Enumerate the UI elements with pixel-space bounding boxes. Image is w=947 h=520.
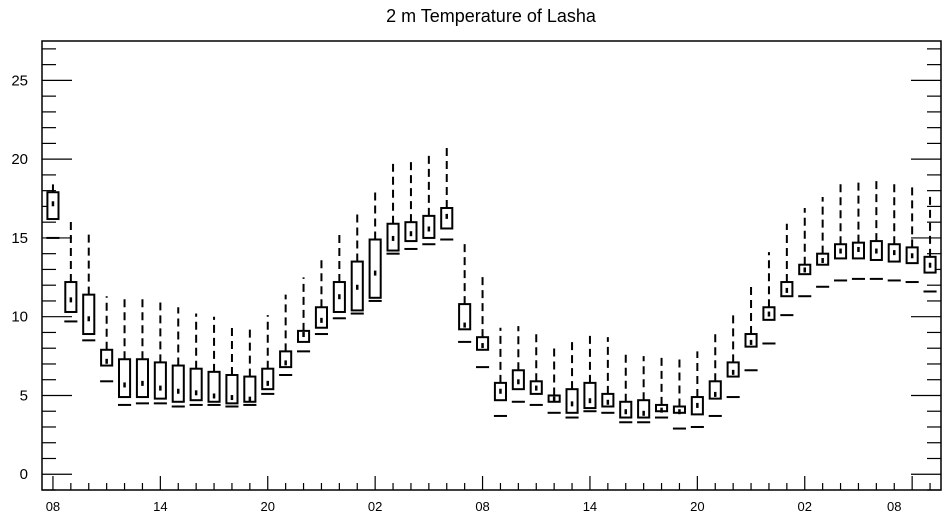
box-item [422,151,436,246]
box-item [189,313,203,406]
box-item [153,302,167,405]
box-rect [637,399,651,419]
y-tick-label: 15 [11,230,28,247]
box-item [869,179,883,280]
box-item [261,315,275,395]
box-rect [64,281,78,313]
box-item [887,181,901,282]
box-item [529,329,543,406]
box-item [744,282,758,372]
box-item [690,351,704,428]
box-rect [708,380,722,400]
plot-frame [41,40,942,491]
box-item [440,143,454,241]
box-item [386,163,400,255]
box-item [923,192,937,293]
box-item [332,231,346,320]
x-tick-label: 08 [887,499,901,514]
box-item [118,296,132,406]
box-rect [368,238,382,299]
box-rect [279,350,293,369]
box-rect [458,303,472,331]
box-series [46,143,937,430]
box-item [225,323,239,408]
box-item [672,354,686,430]
box-rect [207,370,221,403]
box-rect [565,388,579,414]
x-tick-label: 08 [475,499,489,514]
box-item [82,233,96,342]
box-item [851,179,865,280]
box-item [637,356,651,424]
y-axis: 0 5 10 15 20 25 [11,48,941,491]
box-item [458,239,472,343]
box-item [655,354,669,419]
box-item [64,217,78,323]
x-tick-label: 20 [690,499,704,514]
box-item [279,294,293,376]
box-item [368,189,382,302]
box-item [100,296,114,383]
y-tick-label: 10 [11,309,28,326]
box-item [46,184,60,239]
box-rect [100,348,114,367]
box-rect [261,367,275,391]
y-tick-label: 20 [11,151,28,168]
box-rect [82,293,96,336]
box-item [243,327,257,406]
box-item [135,297,149,405]
box-item [404,157,418,250]
chart-title: 2 m Temperature of Lasha [386,6,597,26]
y-tick-label: 5 [20,387,28,404]
x-tick-label: 08 [46,499,60,514]
box-item [726,311,740,399]
box-rect [171,364,185,403]
box-item [171,307,185,408]
box-rect [726,361,740,378]
box-rect [135,358,149,399]
x-tick-label: 14 [153,499,167,514]
box-item [780,223,794,317]
box-item [619,354,633,424]
box-item [762,252,776,345]
box-item [547,343,561,414]
box-rect [189,367,203,402]
box-item [798,207,812,298]
box-rect [225,373,239,405]
box-item [816,196,830,288]
box-item [314,255,328,336]
y-tick-label: 0 [20,466,28,483]
box-item [350,211,364,315]
y-tick-label: 25 [11,72,28,89]
box-item [708,334,722,417]
box-item [905,182,919,284]
box-rect [314,306,328,329]
box-item [565,338,579,419]
box-item [601,337,615,414]
box-item [583,332,597,413]
box-rect [118,358,132,399]
box-item [476,275,490,369]
box-item [493,327,507,417]
box-item [207,316,221,406]
box-item [511,326,525,403]
box-rect [583,381,597,410]
box-item [834,182,848,282]
x-axis: 08 14 20 02 08 14 20 02 08 [46,476,931,514]
x-tick-label: 14 [583,499,597,514]
box-item [297,277,311,353]
box-rect [153,361,167,400]
x-tick-label: 02 [798,499,812,514]
box-rect [243,375,257,403]
x-tick-label: 02 [368,499,382,514]
x-tick-label: 20 [261,499,275,514]
